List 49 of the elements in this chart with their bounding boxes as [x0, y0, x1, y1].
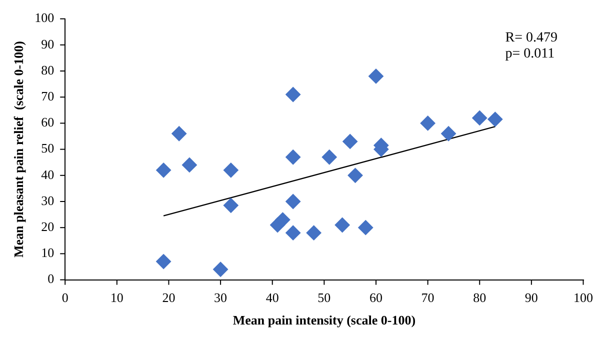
- y-tick-label: 30: [41, 192, 54, 208]
- y-tick-label: 60: [41, 114, 54, 130]
- x-tick-label: 40: [266, 290, 279, 306]
- point: [342, 134, 358, 149]
- point: [334, 217, 350, 232]
- y-tick-label: 20: [41, 219, 54, 234]
- x-tick-label: 50: [318, 290, 331, 306]
- point: [286, 86, 301, 102]
- point: [368, 68, 384, 84]
- y-axis-title: Mean pleasant pain relief (scale 0-100): [11, 41, 26, 258]
- point: [223, 162, 238, 178]
- annotation: p= 0.011: [505, 46, 555, 62]
- annotation: R= 0.479: [505, 30, 558, 46]
- point: [286, 225, 301, 240]
- x-axis-title: Mean pain intensity (scale 0-100): [232, 312, 416, 328]
- point: [172, 126, 187, 142]
- x-tick-label: 100: [574, 290, 593, 306]
- x-tick-label: 20: [162, 290, 176, 306]
- point: [420, 116, 436, 131]
- x-tick-label: 10: [110, 290, 124, 306]
- point: [488, 112, 503, 127]
- y-tick-label: 70: [41, 88, 54, 104]
- point: [286, 150, 301, 165]
- y-tick-label: 40: [41, 166, 54, 182]
- point: [348, 168, 363, 183]
- point: [156, 254, 172, 270]
- point: [286, 194, 301, 209]
- point: [275, 212, 290, 228]
- y-tick-label: 10: [41, 245, 54, 260]
- point: [472, 110, 488, 126]
- point: [322, 150, 337, 165]
- point: [358, 220, 374, 236]
- y-tick-label: 90: [41, 36, 54, 52]
- point: [156, 162, 172, 178]
- y-tick-label: 50: [41, 140, 54, 156]
- point: [213, 262, 228, 277]
- point: [223, 198, 238, 213]
- x-tick-label: 0: [62, 290, 68, 306]
- point: [441, 126, 456, 142]
- x-tick-label: 60: [369, 290, 382, 306]
- y-tick-label: 100: [34, 10, 54, 26]
- x-tick-label: 30: [214, 290, 228, 306]
- point: [182, 157, 197, 172]
- point: [306, 225, 322, 240]
- x-tick-label: 70: [421, 290, 434, 306]
- x-tick-label: 80: [473, 290, 486, 306]
- x-tick-label: 90: [524, 290, 538, 306]
- y-tick-label: 0: [48, 271, 54, 286]
- y-tick-label: 80: [41, 62, 54, 78]
